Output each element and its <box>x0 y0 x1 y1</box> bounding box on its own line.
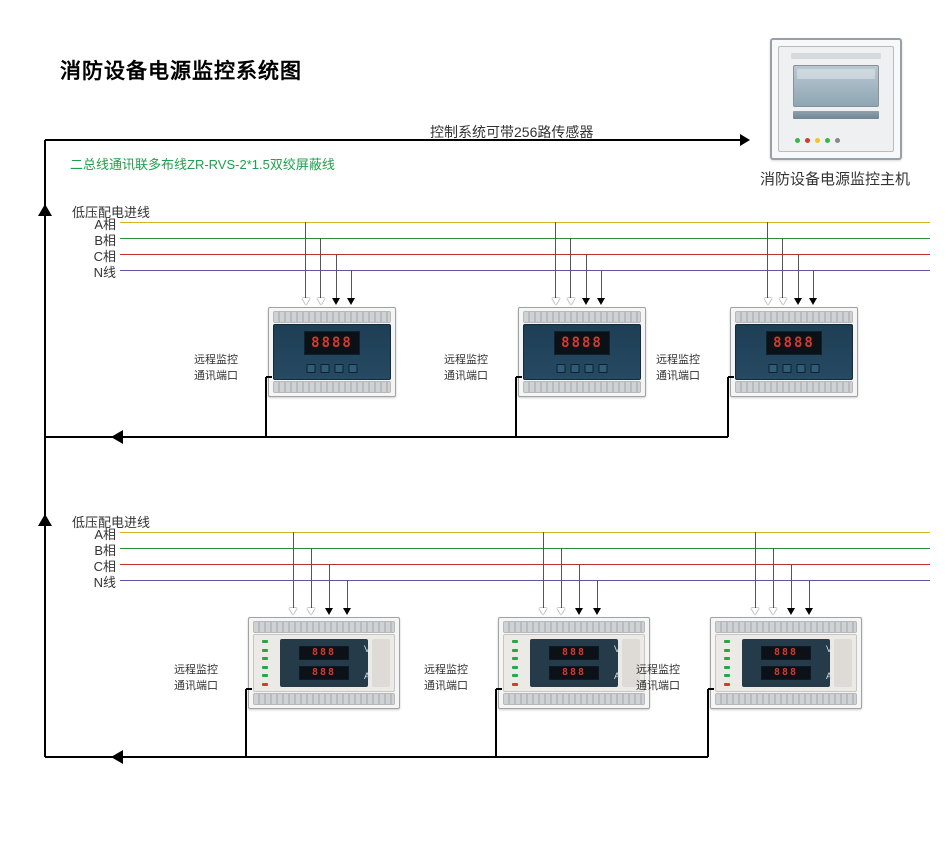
drop-arrow-icon <box>343 608 351 615</box>
drop-arrow-icon <box>347 298 355 305</box>
bus-arrow-icon <box>740 134 750 146</box>
drop-arrow-icon <box>567 298 575 305</box>
drop-arrow-icon <box>809 298 817 305</box>
sensor-module-a: 8888 <box>268 307 396 397</box>
drop-arrow-icon <box>769 608 777 615</box>
drop-arrow-icon <box>787 608 795 615</box>
monitor-host <box>770 38 902 160</box>
display-readout: 8888 <box>561 336 603 350</box>
sensor-module-a: 8888 <box>730 307 858 397</box>
port-label: 远程监控 通讯端口 <box>174 661 218 693</box>
trunk-arrow-icon <box>38 514 52 526</box>
drop-arrow-icon <box>764 298 772 305</box>
sensor-module-b: 888888VA <box>498 617 650 709</box>
drop-arrow-icon <box>302 298 310 305</box>
sensor-module-b: 888888VA <box>248 617 400 709</box>
drop-arrow-icon <box>794 298 802 305</box>
drop-arrow-icon <box>779 298 787 305</box>
display-readout: 8888 <box>311 336 353 350</box>
drop-arrow-icon <box>751 608 759 615</box>
sensor-module-b: 888888VA <box>710 617 862 709</box>
drop-arrow-icon <box>597 298 605 305</box>
drop-arrow-icon <box>557 608 565 615</box>
display-readout: 8888 <box>773 336 815 350</box>
host-label: 消防设备电源监控主机 <box>760 168 910 189</box>
return-arrow-icon <box>111 750 123 764</box>
phase-label: N线 <box>80 262 116 281</box>
drop-arrow-icon <box>539 608 547 615</box>
drop-arrow-icon <box>805 608 813 615</box>
drop-arrow-icon <box>552 298 560 305</box>
bus-wire-label: 二总线通讯联多布线ZR-RVS-2*1.5双绞屏蔽线 <box>70 154 335 173</box>
drop-arrow-icon <box>289 608 297 615</box>
drop-arrow-icon <box>593 608 601 615</box>
port-label: 远程监控 通讯端口 <box>194 351 238 383</box>
drop-arrow-icon <box>317 298 325 305</box>
port-label: 远程监控 通讯端口 <box>656 351 700 383</box>
drop-arrow-icon <box>307 608 315 615</box>
page-title: 消防设备电源监控系统图 <box>60 55 302 85</box>
port-label: 远程监控 通讯端口 <box>636 661 680 693</box>
drop-arrow-icon <box>582 298 590 305</box>
port-label: 远程监控 通讯端口 <box>424 661 468 693</box>
sensor-module-a: 8888 <box>518 307 646 397</box>
drop-arrow-icon <box>325 608 333 615</box>
trunk-arrow-icon <box>38 204 52 216</box>
port-label: 远程监控 通讯端口 <box>444 351 488 383</box>
drop-arrow-icon <box>332 298 340 305</box>
return-arrow-icon <box>111 430 123 444</box>
phase-label: N线 <box>80 572 116 591</box>
drop-arrow-icon <box>575 608 583 615</box>
